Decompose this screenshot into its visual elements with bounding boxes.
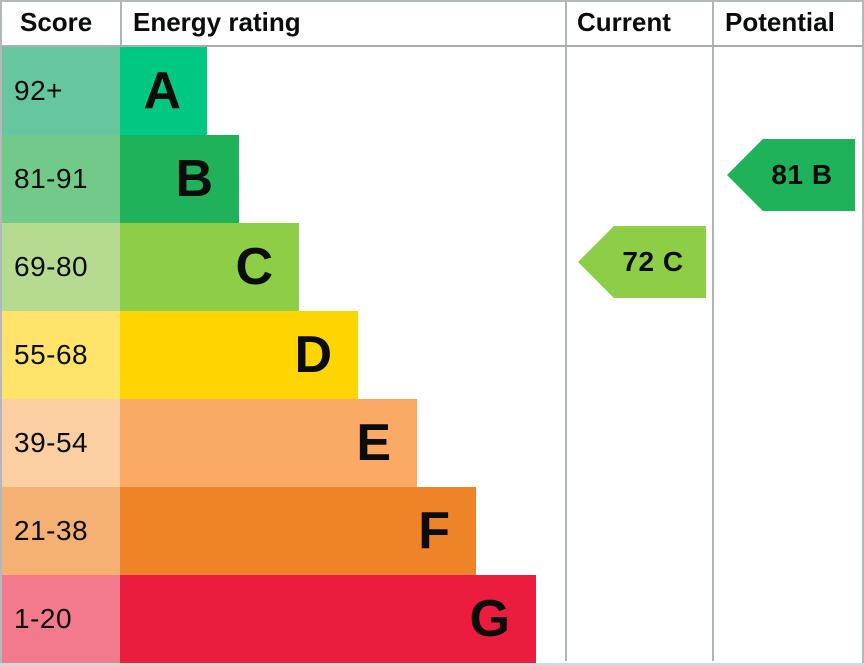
score-range-label: 81-91 <box>14 163 89 194</box>
potential-rating-arrow: 81 B <box>727 139 855 211</box>
potential-rating-label: 81 B <box>771 159 833 190</box>
header-score: Score <box>20 7 93 37</box>
score-range-label: 1-20 <box>14 603 73 634</box>
column-divider-potential <box>712 0 714 661</box>
header-energy-rating: Energy rating <box>133 7 301 37</box>
band-row-c: 69-80 C <box>0 223 536 311</box>
grade-letter: C <box>235 238 273 296</box>
rating-bar-b: B <box>120 135 239 223</box>
band-row-d: 55-68 D <box>0 311 536 399</box>
rating-bands: 92+ A 81-91 B 69-80 C 55-68 D 39-54 E 21… <box>0 47 536 663</box>
header-current: Current <box>577 7 671 37</box>
band-row-e: 39-54 E <box>0 399 536 487</box>
band-row-a: 92+ A <box>0 47 536 135</box>
grade-letter: E <box>356 414 391 472</box>
grade-letter: D <box>294 326 332 384</box>
score-range-cell: 55-68 <box>0 311 120 399</box>
chart-border-top <box>0 0 864 2</box>
grade-letter: B <box>175 150 213 208</box>
rating-bar-c: C <box>120 223 299 311</box>
chart-border-right <box>862 0 864 663</box>
header-row: Score Energy rating Current Potential <box>0 0 864 45</box>
band-row-b: 81-91 B <box>0 135 536 223</box>
rating-bar-d: D <box>120 311 358 399</box>
column-divider-current <box>565 0 567 661</box>
current-rating-label: 72 C <box>622 246 684 277</box>
score-range-cell: 1-20 <box>0 575 120 663</box>
score-range-cell: 39-54 <box>0 399 120 487</box>
rating-bar-f: F <box>120 487 476 575</box>
grade-letter: G <box>469 590 510 648</box>
rating-bar-g: G <box>120 575 536 663</box>
score-range-label: 92+ <box>14 75 63 106</box>
current-rating-arrow: 72 C <box>578 226 706 298</box>
score-range-cell: 81-91 <box>0 135 120 223</box>
grade-letter: A <box>143 62 181 120</box>
rating-bar-a: A <box>120 47 207 135</box>
column-divider-score <box>120 0 122 45</box>
grade-letter: F <box>418 502 450 560</box>
band-row-g: 1-20 G <box>0 575 536 663</box>
score-range-label: 69-80 <box>14 251 89 282</box>
band-row-f: 21-38 F <box>0 487 536 575</box>
chart-border-bottom <box>0 663 864 666</box>
chart-border-left <box>0 0 2 663</box>
header-potential: Potential <box>725 7 835 37</box>
header-underline <box>0 45 864 47</box>
score-range-label: 21-38 <box>14 515 89 546</box>
score-range-label: 39-54 <box>14 427 89 458</box>
rating-bar-e: E <box>120 399 417 487</box>
score-range-cell: 69-80 <box>0 223 120 311</box>
score-range-cell: 21-38 <box>0 487 120 575</box>
score-range-label: 55-68 <box>14 339 89 370</box>
score-range-cell: 92+ <box>0 47 120 135</box>
